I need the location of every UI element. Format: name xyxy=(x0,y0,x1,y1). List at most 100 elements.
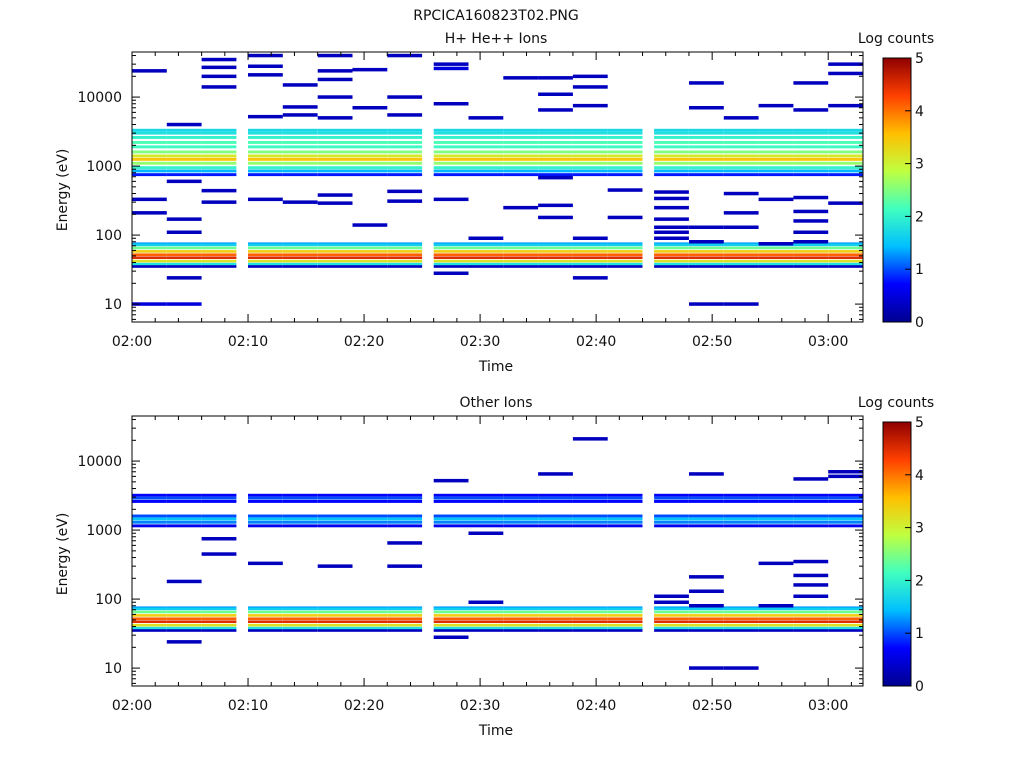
heatmap-cell xyxy=(723,225,759,229)
heatmap-cell xyxy=(723,253,759,256)
heatmap-cell xyxy=(572,437,608,441)
colorbar-label: Log counts xyxy=(858,395,934,411)
heatmap-cell xyxy=(468,116,504,120)
heatmap-cell xyxy=(572,262,608,266)
heatmap-cell xyxy=(723,169,759,173)
y-tick-label: 10000 xyxy=(77,454,122,470)
heatmap-cell xyxy=(166,169,202,173)
heatmap-cell xyxy=(468,524,504,528)
heatmap-cell xyxy=(689,157,724,161)
heatmap-cell xyxy=(538,253,573,256)
heatmap-cell xyxy=(282,256,318,259)
heatmap-cell xyxy=(201,161,237,165)
heatmap-cell xyxy=(248,173,283,177)
heatmap-cell xyxy=(166,246,202,250)
heatmap-cell xyxy=(201,253,237,256)
heatmap-cell xyxy=(387,189,423,194)
heatmap-cell xyxy=(248,145,283,149)
heatmap-cell xyxy=(387,173,423,177)
heatmap-cell xyxy=(538,243,573,247)
heatmap-cell xyxy=(538,496,573,500)
heatmap-cell xyxy=(166,610,202,614)
heatmap-cell xyxy=(317,524,353,528)
heatmap-cell xyxy=(166,623,202,627)
heatmap-cell xyxy=(828,607,863,611)
heatmap-cell xyxy=(723,500,759,503)
heatmap-cell xyxy=(201,493,237,497)
heatmap-cell xyxy=(248,253,283,256)
heatmap-cell xyxy=(201,150,237,154)
heatmap-cell xyxy=(201,57,237,62)
x-tick-label: 02:40 xyxy=(576,334,616,350)
heatmap-cell xyxy=(433,614,469,617)
heatmap-cell xyxy=(503,243,539,247)
heatmap-cell xyxy=(689,169,724,173)
heatmap-cell xyxy=(503,493,539,497)
y-tick-label: 1000 xyxy=(86,159,122,175)
heatmap-cell xyxy=(433,161,469,165)
heatmap-cell xyxy=(166,253,202,256)
heatmap-cell xyxy=(689,617,724,620)
y-axis-label: Energy (eV) xyxy=(55,149,71,232)
heatmap-cell xyxy=(538,76,573,80)
heatmap-cell xyxy=(607,617,643,620)
heatmap-cell xyxy=(433,197,469,202)
heatmap-cell xyxy=(282,626,318,630)
heatmap-cell xyxy=(572,253,608,256)
heatmap-cell xyxy=(166,262,202,266)
heatmap-cell xyxy=(352,623,388,627)
heatmap-cell xyxy=(248,131,283,135)
heatmap-cell xyxy=(166,150,202,154)
heatmap-cell xyxy=(758,561,794,566)
heatmap-cell xyxy=(503,250,539,253)
heatmap-cell xyxy=(352,617,388,620)
heatmap-cell xyxy=(166,161,202,165)
heatmap-cell xyxy=(166,496,202,500)
heatmap-cell xyxy=(468,514,504,518)
heatmap-cell xyxy=(689,243,724,247)
heatmap-cell xyxy=(201,265,237,268)
heatmap-cell xyxy=(793,607,829,611)
heatmap-cell xyxy=(433,66,469,71)
heatmap-cell xyxy=(433,102,469,106)
heatmap-cell xyxy=(166,517,202,521)
heatmap-cell xyxy=(282,253,318,256)
heatmap-cell xyxy=(607,131,643,135)
heatmap-cell xyxy=(433,259,469,263)
heatmap-cell xyxy=(166,131,202,135)
heatmap-cell xyxy=(793,173,829,177)
y-tick-label: 10000 xyxy=(77,90,122,106)
heatmap-cell xyxy=(654,166,689,170)
heatmap-cell xyxy=(538,173,573,177)
heatmap-cell xyxy=(248,500,283,503)
heatmap-cell xyxy=(282,136,318,139)
heatmap-cell xyxy=(468,161,504,165)
heatmap-cell xyxy=(433,173,469,177)
heatmap-cell xyxy=(572,607,608,611)
colorbar-tick-label: 5 xyxy=(915,415,924,431)
heatmap-cell xyxy=(468,617,504,620)
heatmap-cell xyxy=(317,154,353,158)
heatmap-cell xyxy=(607,128,643,132)
heatmap-cell xyxy=(433,262,469,266)
y-ticks: 10 100 1000 10000 xyxy=(77,419,863,684)
heatmap-cell xyxy=(572,614,608,617)
heatmap-cell xyxy=(654,514,689,518)
heatmap-cell xyxy=(828,62,863,66)
heatmap-cell xyxy=(317,623,353,627)
x-tick-label: 02:00 xyxy=(112,698,152,714)
heatmap-cell xyxy=(387,262,423,266)
heatmap-cell xyxy=(607,620,643,623)
heatmap-cell xyxy=(352,514,388,518)
heatmap-cell xyxy=(166,173,202,177)
heatmap-cell xyxy=(689,128,724,132)
heatmap-cell xyxy=(132,250,167,253)
heatmap-cell xyxy=(248,53,283,58)
heatmap-cell xyxy=(793,493,829,497)
heatmap-cell xyxy=(282,262,318,266)
heatmap-cell xyxy=(387,131,423,135)
heatmap-cell xyxy=(132,136,167,139)
heatmap-cell xyxy=(503,626,539,630)
heatmap-cell xyxy=(317,77,353,82)
heatmap-cell xyxy=(758,166,794,170)
